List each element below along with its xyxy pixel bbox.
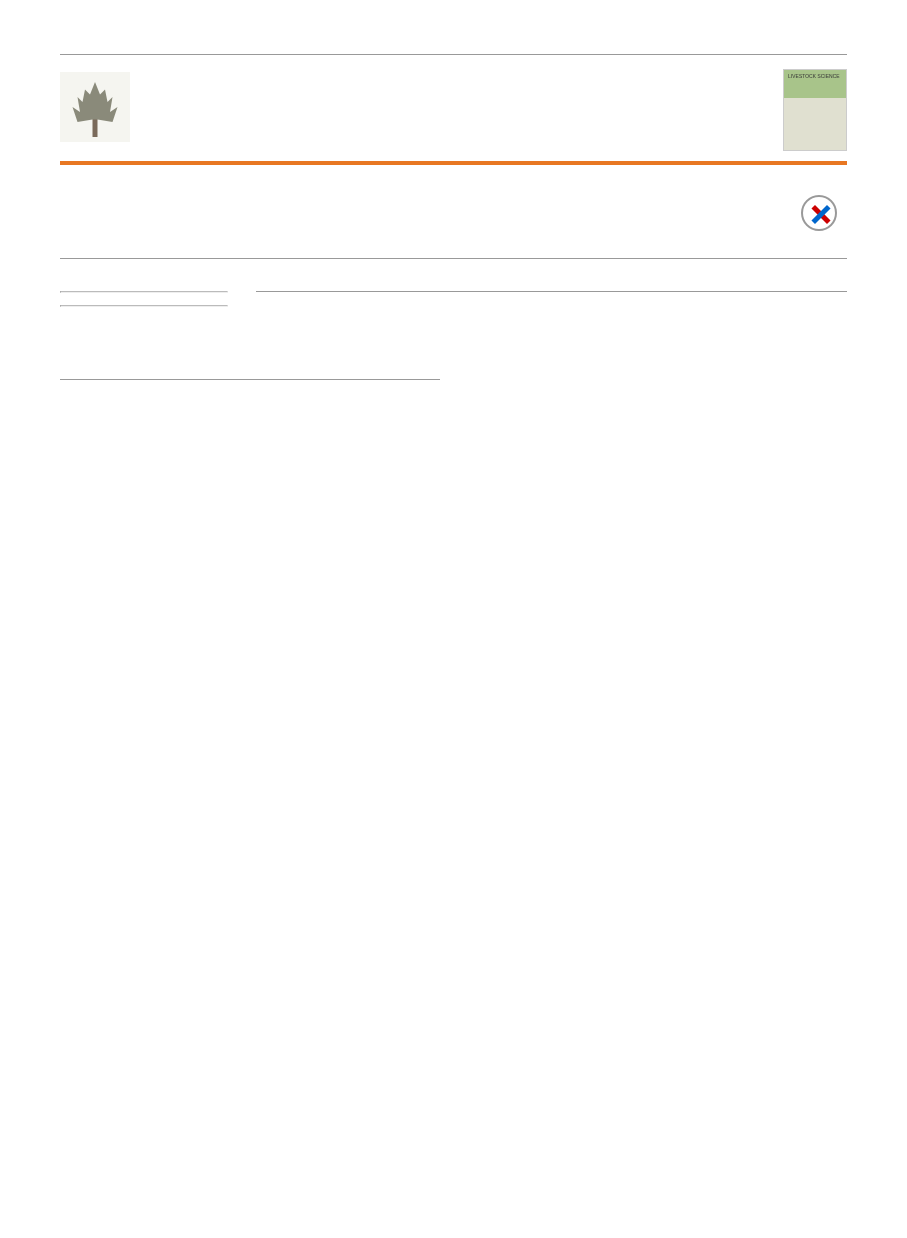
journal-header	[60, 54, 847, 165]
abstract-column	[256, 277, 847, 319]
crossmark-icon	[801, 195, 837, 231]
article-info-sidebar	[60, 277, 228, 319]
corresponding-author-block	[60, 379, 440, 386]
divider	[60, 305, 228, 307]
elsevier-logo	[60, 72, 130, 148]
divider	[60, 258, 847, 259]
divider	[256, 291, 847, 292]
elsevier-tree-icon	[60, 72, 130, 142]
crossmark-badge[interactable]	[791, 195, 847, 234]
divider	[60, 291, 228, 293]
journal-cover-thumbnail	[783, 69, 847, 151]
introduction-column	[468, 379, 847, 400]
